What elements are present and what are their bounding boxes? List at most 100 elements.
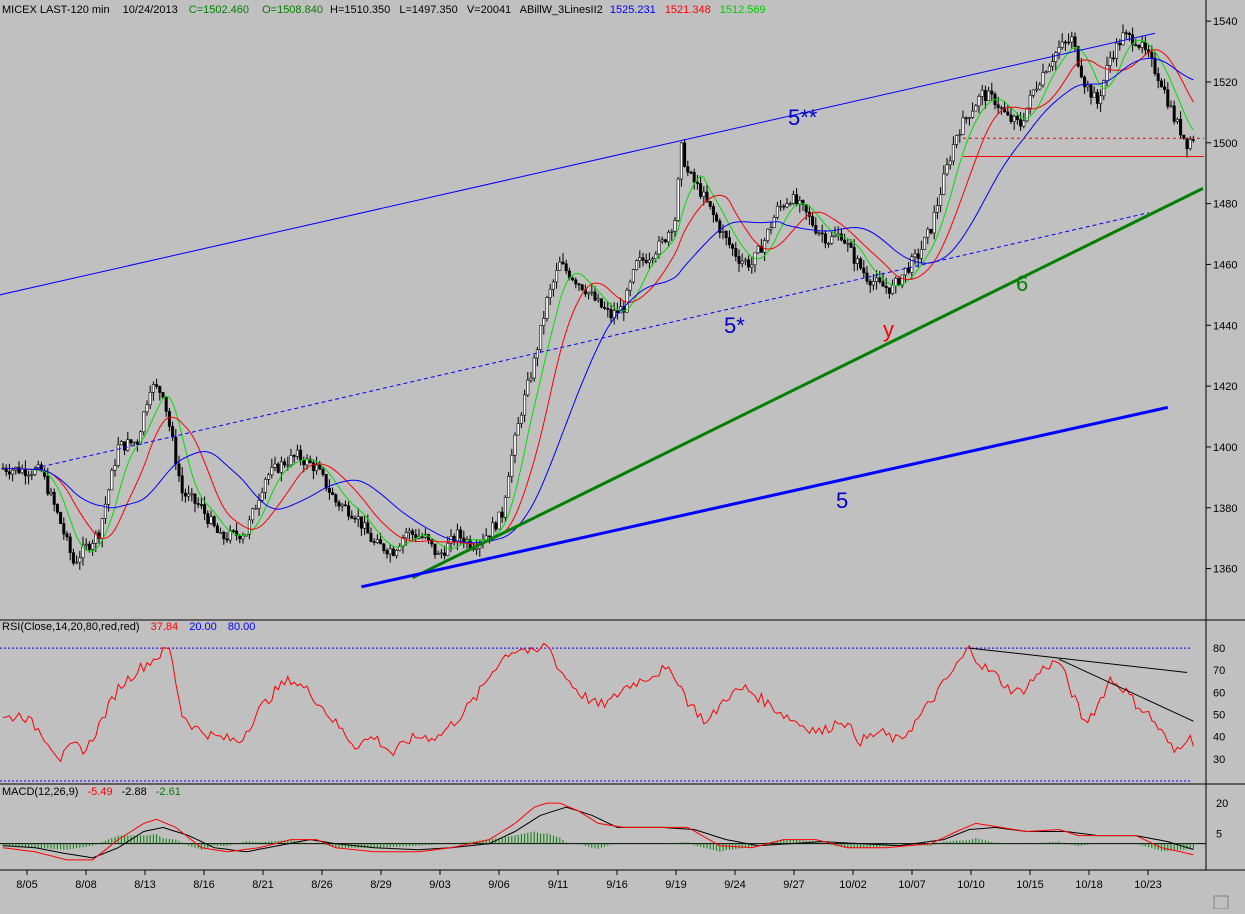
candle-body	[705, 191, 709, 202]
date-label: 10/24/2013	[123, 4, 178, 16]
candle-body	[881, 281, 885, 287]
candle-body	[599, 298, 603, 308]
candle-body	[955, 135, 959, 145]
candle-body	[676, 178, 680, 221]
candle-body	[638, 257, 642, 261]
candle-body	[737, 256, 741, 264]
candle-body	[446, 542, 450, 556]
candle-body	[62, 523, 66, 535]
candle-body	[849, 242, 853, 248]
rsi-trendline	[969, 647, 1188, 673]
candle-body	[366, 522, 370, 534]
candle-body	[1191, 139, 1195, 141]
candle-body	[103, 503, 107, 519]
trendline-5star	[34, 212, 1149, 469]
candle-body	[871, 281, 875, 286]
candle-body	[535, 349, 539, 359]
candle-body	[94, 532, 98, 544]
candle-body	[555, 270, 559, 283]
candle-body	[929, 228, 933, 234]
candle-body	[811, 216, 815, 226]
candle-body	[225, 538, 229, 541]
candle-body	[910, 256, 914, 273]
candle-body	[254, 507, 258, 510]
candle-body	[81, 544, 85, 559]
candle-body	[318, 464, 322, 470]
scroll-corner[interactable]	[1213, 895, 1229, 910]
candle-body	[1143, 41, 1147, 51]
price-tick-label: 1500	[1213, 138, 1237, 150]
candle-body	[398, 545, 402, 551]
candle-body	[433, 543, 437, 555]
candle-body	[1127, 32, 1131, 36]
candle-body	[1044, 71, 1048, 74]
candle-body	[827, 243, 831, 245]
candle-body	[657, 240, 661, 255]
candle-body	[292, 455, 296, 457]
candle-body	[820, 232, 824, 235]
candle-body	[183, 492, 187, 497]
price-tick-label: 1520	[1213, 77, 1237, 89]
candle-body	[884, 286, 888, 289]
date-tick-label: 9/03	[429, 879, 450, 891]
candle-body	[926, 228, 930, 238]
candle-body	[324, 474, 328, 489]
candle-body	[1079, 65, 1083, 78]
candle-body	[545, 297, 549, 319]
candle-body	[1156, 73, 1160, 82]
candle-body	[980, 89, 984, 97]
date-tick-label: 9/06	[488, 879, 509, 891]
candle-body	[1108, 57, 1112, 66]
candle-body	[759, 245, 763, 253]
date-tick-label: 9/27	[783, 879, 804, 891]
candle-body	[574, 279, 578, 285]
candle-body	[971, 110, 975, 118]
candle-body	[148, 392, 152, 406]
candle-body	[1105, 65, 1109, 81]
date-tick-label: 10/15	[1016, 879, 1044, 891]
candle-body	[1038, 84, 1042, 90]
candle-body	[1118, 42, 1122, 46]
candle-body	[404, 532, 408, 539]
candle-body	[167, 411, 171, 427]
candle-body	[942, 173, 946, 195]
moving-average-layer	[2, 39, 1194, 553]
date-tick-label: 9/11	[548, 879, 569, 891]
candle-body	[91, 543, 95, 550]
candle-body	[689, 171, 693, 174]
candle-body	[155, 384, 159, 387]
candle-body	[1175, 118, 1179, 122]
candle-body	[923, 236, 927, 250]
candle-body	[532, 357, 536, 379]
date-tick-label: 10/10	[957, 879, 985, 891]
candle-body	[708, 201, 712, 207]
candle-body	[1054, 52, 1058, 62]
candle-body	[340, 504, 344, 507]
candle-body	[644, 259, 648, 264]
candle-body	[615, 310, 619, 314]
candle-body	[372, 541, 376, 543]
rsi-tick-label: 70	[1213, 665, 1225, 677]
macd-tick-label: 20	[1216, 798, 1228, 810]
candle-body	[692, 172, 696, 183]
rsi-tick-label: 30	[1213, 754, 1225, 766]
candle-body	[132, 441, 136, 444]
candle-body	[721, 231, 725, 233]
candle-body	[302, 459, 306, 466]
candle-body	[215, 525, 219, 534]
candle-body	[830, 236, 834, 244]
candle-body	[519, 414, 523, 424]
trendline-5	[361, 405, 1169, 589]
candle-body	[641, 257, 645, 261]
candle-body	[782, 205, 786, 208]
candle-body	[769, 227, 773, 230]
candle-body	[513, 434, 517, 456]
candle-body	[945, 164, 949, 175]
candle-body	[1067, 41, 1071, 44]
candle-body	[683, 142, 687, 167]
candle-body	[452, 535, 456, 543]
candle-body	[1172, 105, 1176, 122]
candle-body	[369, 532, 373, 542]
axis-label-layer: 1360 1380 1400 1420 1440 1460 1480 1500 1520 1540…	[16, 16, 1237, 891]
candle-body	[407, 530, 411, 533]
